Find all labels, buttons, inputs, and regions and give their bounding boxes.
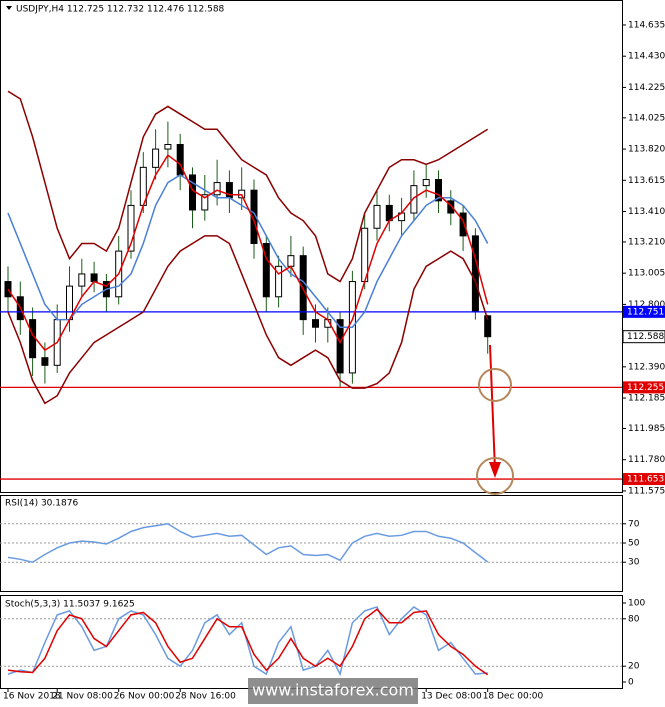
x-tick-label: 28 Nov 16:00: [175, 692, 236, 702]
collapse-icon: [6, 6, 12, 10]
y-tick-label: 111.780: [628, 455, 665, 465]
arrow-head: [489, 462, 501, 478]
candle-body: [275, 265, 283, 298]
y-tick-label: 114.225: [628, 83, 665, 93]
candle-body: [29, 319, 37, 359]
candle-body: [250, 189, 258, 244]
candle-body: [373, 204, 381, 229]
y-tick-label: 30: [628, 558, 640, 568]
y-tick-label: 111.575: [628, 486, 665, 496]
y-tick-label: 113.005: [628, 269, 665, 279]
candle-body: [459, 212, 467, 237]
y-tick-label: 112.390: [628, 362, 665, 372]
candle-body: [287, 255, 295, 267]
level-tag: [623, 473, 665, 486]
candle-body: [152, 148, 160, 168]
y-tick-label: 113.820: [628, 145, 665, 155]
annotation: [476, 344, 514, 495]
candle-body: [410, 185, 418, 214]
target-circle: [476, 457, 514, 495]
series-line: [7, 523, 489, 564]
candle-body: [471, 235, 479, 313]
y-tick-label: 112.185: [628, 394, 665, 404]
y-tick-label: 114.635: [628, 20, 665, 30]
plot-layer: 114.635 114.430 114.225 114.025 113.820 113.6…: [0, 20, 665, 702]
x-tick-label: 16 Nov 2018: [3, 692, 61, 702]
candle-body: [225, 182, 233, 199]
x-tick-label: 26 Nov 00:00: [114, 692, 175, 702]
y-tick-label: 20: [628, 662, 640, 672]
candle-body: [422, 179, 430, 187]
candle-body: [213, 182, 221, 196]
candle-body: [312, 319, 319, 328]
candle-body: [484, 315, 492, 338]
target-circle: [478, 368, 512, 402]
x-tick-label: 18 Dec 00:00: [483, 692, 544, 702]
candle-body: [385, 204, 393, 222]
y-tick-label: 113.210: [628, 237, 665, 247]
y-tick-label: 100: [628, 599, 645, 609]
y-tick-label: 114.025: [628, 113, 665, 123]
y-tick-label: 70: [628, 519, 640, 529]
level-label: 112.255: [627, 383, 664, 393]
candle-body: [447, 200, 455, 214]
stoch-pane: [0, 595, 623, 689]
series-line: [7, 608, 489, 676]
watermark-bg: [248, 678, 418, 704]
level-label: 112.751: [627, 307, 664, 317]
x-tick-label: 21 Nov 08:00: [52, 692, 113, 702]
main-pane: [0, 0, 623, 493]
level-tag: [623, 381, 665, 394]
y-tick-label: 113.615: [628, 176, 665, 186]
candle-body: [262, 242, 270, 298]
candle-body: [201, 194, 209, 211]
candle-body: [78, 273, 86, 287]
stoch-title: Stoch(5,3,3) 11.5037 9.1625: [5, 600, 135, 610]
series-line: [7, 90, 489, 283]
candle-body: [189, 174, 196, 211]
candle-body: [336, 319, 344, 374]
series-line: [7, 605, 488, 677]
candle-body: [90, 273, 98, 283]
series-line: [7, 235, 489, 405]
candle-body: [164, 144, 172, 150]
watermark: www.instaforex.com: [252, 681, 414, 700]
y-tick-label: 0: [628, 678, 634, 688]
rsi-title: RSI(14) 30.1876: [5, 499, 78, 509]
candle-body: [127, 204, 135, 252]
y-tick-label: 113.410: [628, 207, 665, 217]
y-tick-label: 112.800: [628, 300, 665, 310]
candle-body: [41, 357, 49, 366]
price-tag: [622, 330, 665, 344]
y-tick-label: 111.985: [628, 424, 665, 434]
price-label: 112.588: [627, 332, 664, 342]
series-line: [7, 154, 489, 352]
candle-body: [238, 189, 246, 199]
y-tick-label: 114.430: [628, 52, 665, 62]
y-tick-label: 80: [628, 614, 640, 624]
arrow-line: [489, 344, 496, 471]
level-tag: [623, 305, 665, 318]
candle-body: [435, 179, 442, 202]
level-label: 111.653: [627, 475, 664, 485]
chart-title: USDJPY,H4 112.725 112.732 112.476 112.58…: [16, 5, 225, 15]
x-tick-label: 13 Dec 08:00: [421, 692, 482, 702]
y-tick-label: 50: [628, 539, 640, 549]
